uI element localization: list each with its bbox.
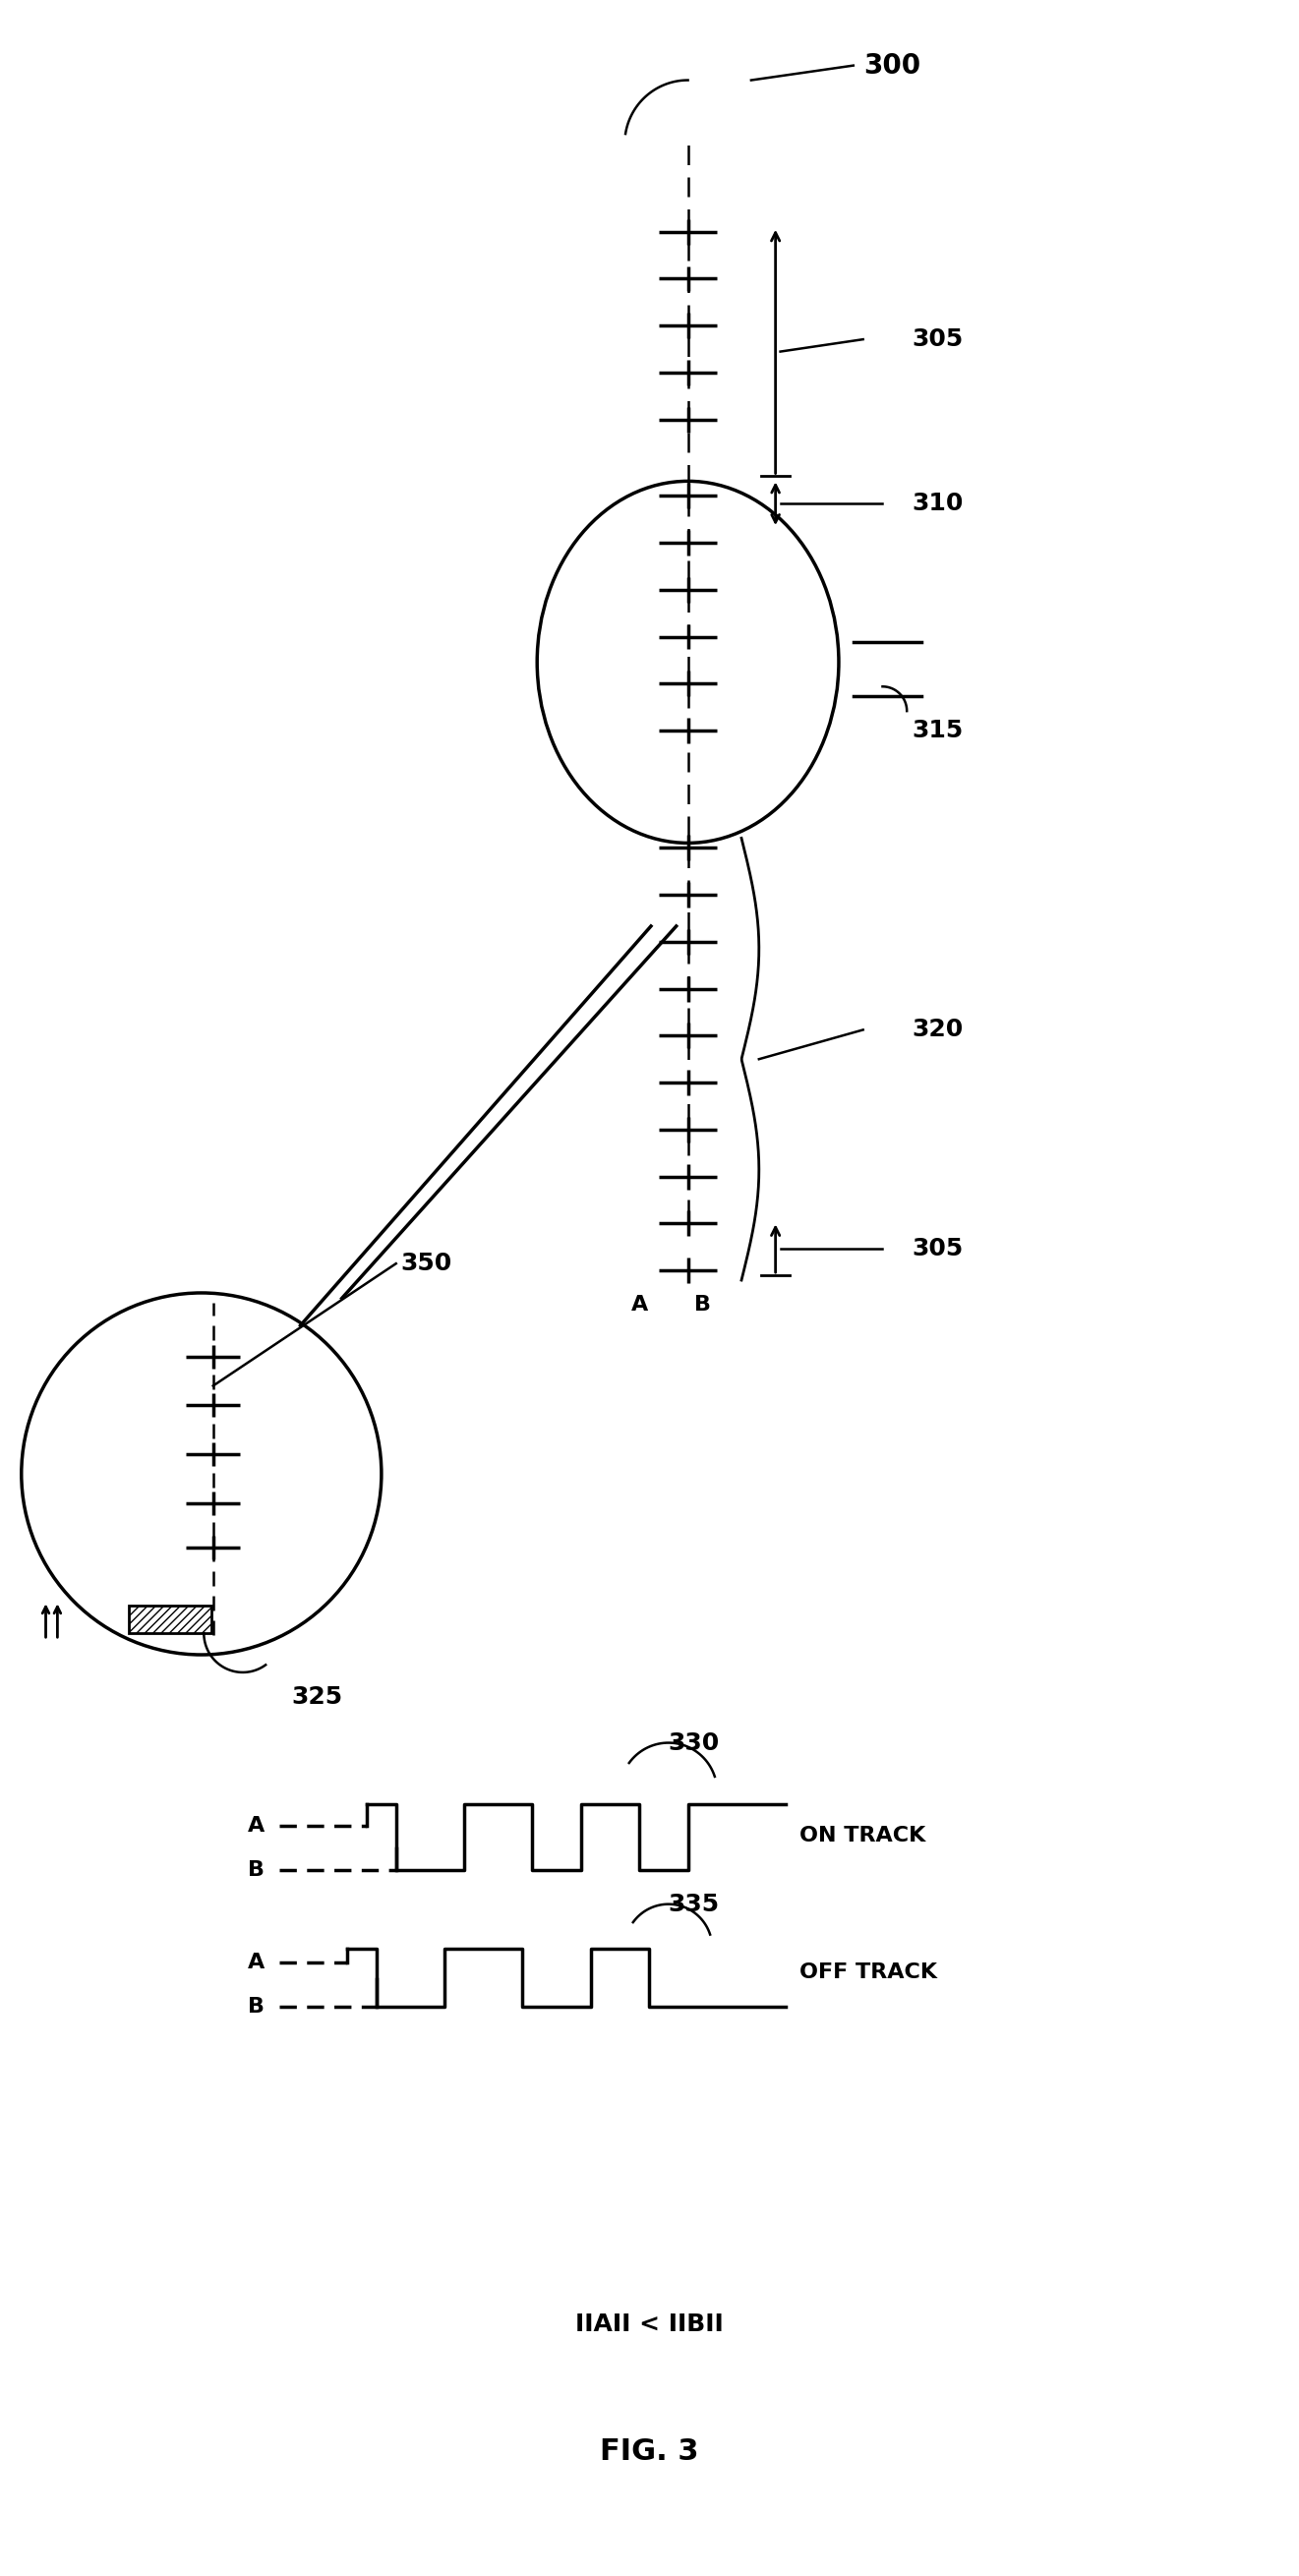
Text: 320: 320 — [912, 1018, 963, 1041]
Text: ON TRACK: ON TRACK — [800, 1826, 926, 1844]
Text: OFF TRACK: OFF TRACK — [800, 1963, 938, 1984]
Text: 325: 325 — [291, 1685, 343, 1708]
Text: B: B — [694, 1296, 711, 1314]
Text: 350: 350 — [401, 1252, 452, 1275]
Text: IIAII < IIBII: IIAII < IIBII — [575, 2313, 724, 2336]
Text: 305: 305 — [912, 327, 963, 350]
Bar — [129, 1605, 212, 1633]
Text: 310: 310 — [912, 492, 964, 515]
Text: 315: 315 — [912, 719, 963, 742]
Text: FIG. 3: FIG. 3 — [600, 2437, 699, 2465]
Text: 305: 305 — [912, 1236, 963, 1260]
Text: 300: 300 — [863, 52, 920, 80]
Text: B: B — [248, 1996, 265, 2017]
Text: A: A — [248, 1953, 265, 1973]
Text: B: B — [248, 1860, 265, 1880]
Text: 330: 330 — [669, 1731, 720, 1754]
Text: 335: 335 — [669, 1893, 720, 1917]
Text: A: A — [248, 1816, 265, 1837]
Text: A: A — [631, 1296, 648, 1314]
